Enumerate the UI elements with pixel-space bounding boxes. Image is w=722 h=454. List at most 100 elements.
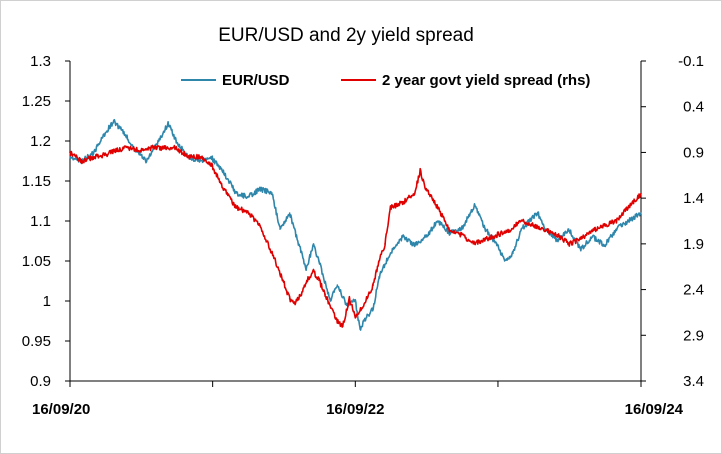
data-point-yield-spread [365,297,368,300]
data-point-eurusd [473,204,476,206]
data-point-yield-spread [288,297,291,300]
data-point-yield-spread [360,307,362,309]
data-point-yield-spread [520,220,523,222]
data-point-eurusd [235,192,237,194]
data-point-eurusd [377,276,380,278]
left-tick-label: 1 [43,293,51,310]
right-tick-label: 1.4 [683,190,704,207]
chart-legend: EUR/USD 2 year govt yield spread (rhs) [181,72,590,89]
data-point-yield-spread [580,238,582,241]
data-point-yield-spread [175,147,178,149]
data-point-eurusd [157,140,160,142]
data-point-eurusd [520,228,523,230]
data-point-yield-spread [312,270,315,273]
data-point-yield-spread [484,238,487,241]
data-point-yield-spread [413,192,416,195]
data-point-eurusd [484,228,487,230]
data-point-yield-spread [348,297,351,300]
data-point-yield-spread [69,151,71,154]
data-point-eurusd [92,152,95,154]
data-point-eurusd [424,236,427,238]
data-point-yield-spread [235,206,237,209]
data-point-yield-spread [377,261,380,263]
data-point-yield-spread [104,154,106,156]
data-point-eurusd [615,228,618,230]
series-line-eurusd [69,118,642,331]
data-point-yield-spread [259,224,261,227]
data-point-eurusd [556,240,559,242]
data-point-eurusd [503,260,506,262]
data-point-yield-spread [199,156,201,158]
right-tick-label: 1.9 [683,236,704,253]
data-point-yield-spread [384,243,386,245]
data-point-yield-spread [603,224,606,227]
data-point-yield-spread [271,252,273,254]
data-point-eurusd [401,236,404,238]
data-point-yield-spread [282,279,284,282]
data-point-eurusd [580,248,582,250]
data-point-eurusd [345,304,348,306]
data-point-eurusd [175,140,178,142]
x-tick-label: 16/09/22 [326,401,384,418]
data-point-yield-spread [448,229,451,231]
data-point-eurusd [496,244,499,246]
data-point-yield-spread [556,233,559,236]
left-tick-label: 1.05 [22,253,51,270]
data-point-eurusd [279,228,281,230]
legend-label-spread: 2 year govt yield spread (rhs) [382,72,590,89]
left-tick-label: 1.15 [22,173,51,190]
right-tick-label: 0.9 [683,144,704,161]
data-point-eurusd [247,196,249,198]
data-point-yield-spread [627,206,630,209]
left-tick-label: 1.3 [30,53,51,70]
data-point-yield-spread [163,147,165,149]
data-point-eurusd [567,228,570,230]
legend-label-eurusd: EUR/USD [222,72,290,89]
data-point-eurusd [199,160,201,162]
data-point-yield-spread [460,233,463,236]
data-point-yield-spread [294,302,296,305]
data-point-yield-spread [508,229,511,231]
data-point-eurusd [123,132,125,134]
data-point-eurusd [112,120,115,122]
chart-title: EUR/USD and 2y yield spread [218,25,474,46]
data-point-yield-spread [544,229,547,231]
data-point-eurusd [537,212,539,214]
data-point-yield-spread [640,192,642,195]
data-point-eurusd [259,188,261,190]
data-point-yield-spread [116,148,119,151]
data-point-eurusd [69,156,71,158]
data-point-yield-spread [336,320,339,323]
data-point-eurusd [365,316,368,318]
data-point-eurusd [372,308,375,310]
data-point-yield-spread [318,279,320,282]
x-tick-label: 16/09/20 [32,401,90,418]
data-point-eurusd [389,252,392,254]
data-point-yield-spread [211,165,214,167]
right-tick-label: 2.9 [683,327,704,344]
data-point-eurusd [413,244,416,246]
data-point-yield-spread [532,224,534,227]
data-point-eurusd [312,244,315,246]
right-tick-label: 2.4 [683,282,704,299]
data-point-eurusd [167,122,169,125]
data-point-yield-spread [389,206,392,209]
data-point-eurusd [512,252,514,254]
left-axis: 1.3 1.25 1.2 1.15 1.1 1.05 1 0.95 0.9 [22,53,71,390]
data-point-yield-spread [139,149,142,152]
data-point-eurusd [223,172,225,174]
data-point-eurusd [640,212,642,214]
data-point-yield-spread [341,325,344,327]
data-point-yield-spread [472,243,475,245]
data-point-yield-spread [187,156,189,158]
data-point-eurusd [354,300,357,302]
right-axis: -0.1 0.4 0.9 1.4 1.9 2.4 2.9 3.4 [640,53,704,390]
data-point-yield-spread [223,188,225,190]
series-layer [69,118,642,331]
right-tick-label: -0.1 [678,53,704,70]
series-line-yield-spread [69,144,642,328]
data-point-yield-spread [80,160,83,163]
data-point-eurusd [145,160,148,162]
data-point-eurusd [104,132,106,134]
data-point-eurusd [318,260,320,262]
